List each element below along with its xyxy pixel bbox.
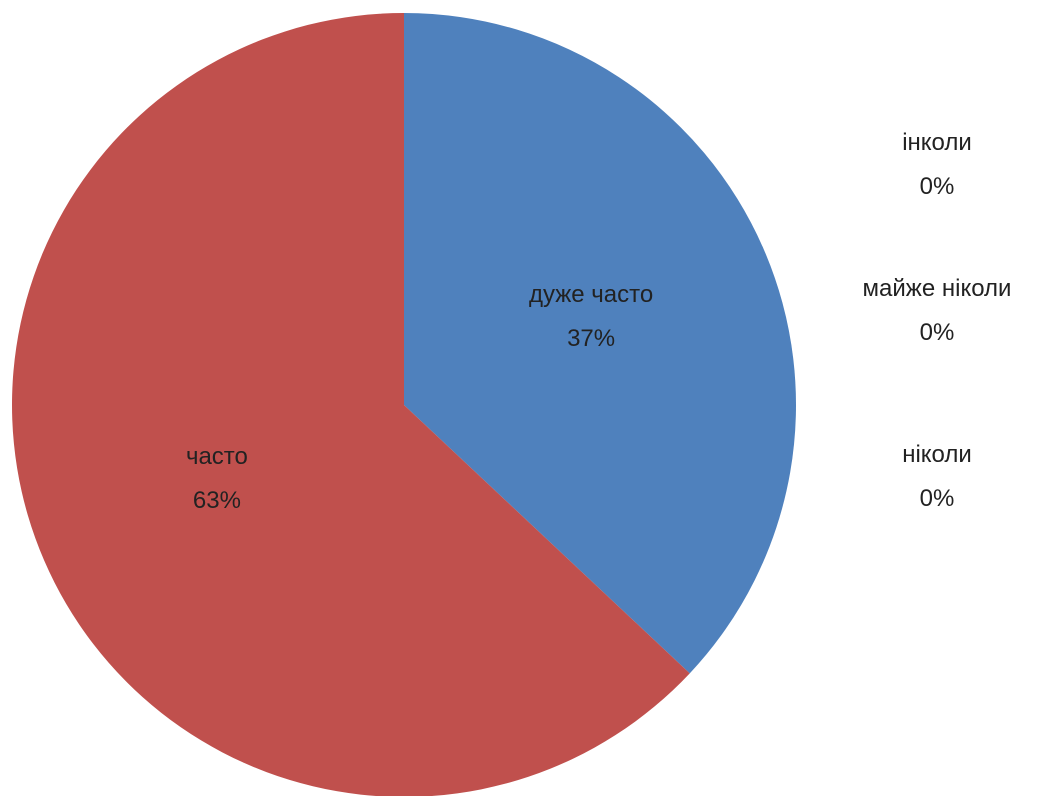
pie-label-percent: 37% <box>567 325 615 352</box>
pie-slice-дуже-часто <box>404 13 797 674</box>
pie-label-category: майже ніколи <box>863 275 1012 302</box>
pie-label-percent: 0% <box>920 173 955 200</box>
pie-label-category: ніколи <box>902 441 972 468</box>
pie-slice-часто <box>12 13 690 796</box>
pie-label-часто: часто 63% <box>186 443 248 514</box>
pie-label-category: інколи <box>902 129 972 156</box>
pie-label-percent: 63% <box>193 487 241 514</box>
pie-label-інколи: інколи 0% <box>902 129 972 200</box>
pie-label-category: часто <box>186 443 248 470</box>
pie-label-дуже-часто: дуже часто 37% <box>529 281 653 352</box>
pie-label-майже-ніколи: майже ніколи 0% <box>863 275 1012 346</box>
pie-label-percent: 0% <box>920 319 955 346</box>
pie-labels: дуже часто 37%часто 63%інколи 0%майже нікол… <box>186 129 1012 514</box>
pie-label-percent: 0% <box>920 485 955 512</box>
pie-label-ніколи: ніколи 0% <box>902 441 972 512</box>
pie-label-category: дуже часто <box>529 281 653 308</box>
pie-slices <box>12 13 797 796</box>
